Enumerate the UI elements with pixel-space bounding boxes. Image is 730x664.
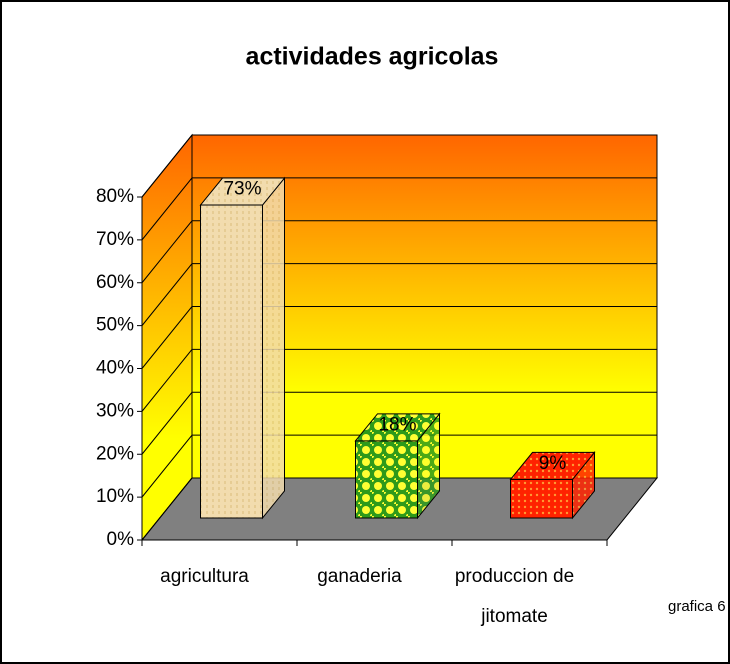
y-tick-label: 20% bbox=[96, 443, 134, 464]
bar bbox=[509, 451, 596, 520]
y-tick-label: 30% bbox=[96, 400, 134, 421]
grid-line bbox=[141, 263, 657, 326]
grid-line bbox=[141, 306, 657, 369]
grid-line bbox=[141, 220, 657, 284]
x-tick-label: agricultura bbox=[160, 566, 249, 587]
bar-top bbox=[199, 177, 286, 206]
bar-top bbox=[509, 451, 596, 480]
y-tick-label: 70% bbox=[96, 229, 134, 250]
grid-line bbox=[141, 177, 657, 241]
value-label: 9% bbox=[539, 453, 567, 474]
bar bbox=[354, 412, 441, 520]
bar-top bbox=[354, 413, 441, 442]
grid-line bbox=[141, 434, 657, 498]
bar-front bbox=[200, 204, 263, 519]
annotation: grafica 6 bbox=[668, 598, 726, 615]
y-tick-label: 80% bbox=[96, 186, 134, 207]
bar-front bbox=[510, 478, 573, 519]
grid-line bbox=[141, 134, 657, 198]
y-tick-label: 10% bbox=[96, 486, 134, 507]
y-tick-label: 40% bbox=[96, 358, 134, 379]
y-tick-label: 50% bbox=[96, 315, 134, 336]
chart-title: actividades agricolas bbox=[246, 43, 499, 71]
x-tick-label-box: produccion de jitomate bbox=[454, 566, 575, 627]
grid-line bbox=[141, 348, 657, 412]
y-tick-label: 0% bbox=[107, 529, 135, 550]
grid-line bbox=[141, 477, 657, 541]
x-tick-label: produccion de jitomate bbox=[454, 566, 575, 627]
grid-line bbox=[141, 391, 657, 455]
x-tick-label: ganaderia bbox=[317, 566, 402, 587]
y-tick-label: 60% bbox=[96, 272, 134, 293]
value-label: 18% bbox=[378, 414, 416, 435]
bar bbox=[199, 176, 286, 520]
x-tick-label-box: agricultura bbox=[160, 566, 249, 587]
value-label: 73% bbox=[223, 179, 261, 200]
bar-front bbox=[355, 440, 418, 519]
x-tick-label-box: ganaderia bbox=[317, 566, 402, 587]
bar-side bbox=[262, 176, 285, 520]
